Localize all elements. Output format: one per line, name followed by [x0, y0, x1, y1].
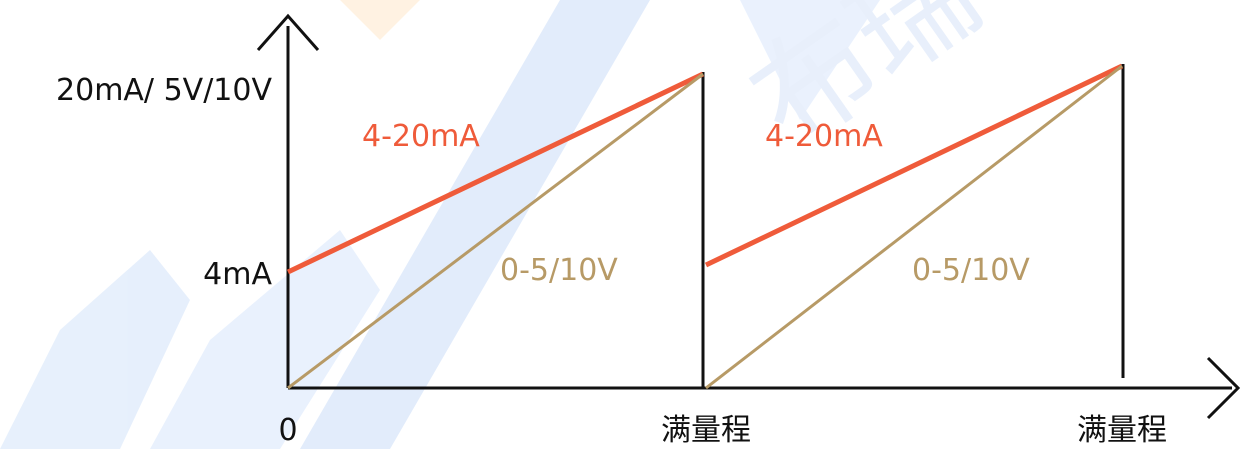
- voltage-label-panel-1: 0-5/10V: [500, 253, 618, 288]
- x-full-scale-label-2: 满量程: [1077, 413, 1167, 448]
- current-label-panel-2: 4-20mA: [765, 119, 883, 154]
- current-label-panel-1: 4-20mA: [362, 119, 480, 154]
- x-origin-label: 0: [278, 413, 297, 448]
- watermark-b-shape: [0, 250, 190, 449]
- x-axis-arrow-icon: [1206, 356, 1241, 420]
- y-axis-arrow-icon: [256, 13, 320, 51]
- voltage-line-panel-1: [287, 72, 704, 390]
- voltage-line-panel-2: [705, 64, 1123, 390]
- current-line-panel-2: [704, 63, 1124, 268]
- current-line-panel-1: [286, 71, 705, 275]
- watermark-slash-shape: [300, 0, 650, 449]
- watermark-r-shape: [150, 230, 380, 449]
- y-4ma-label: 4mA: [203, 257, 272, 292]
- watermark-mark-shape: [740, 0, 880, 120]
- x-full-scale-label-1: 满量程: [661, 413, 751, 448]
- y-max-label: 20mA/ 5V/10V: [56, 73, 272, 108]
- voltage-label-panel-2: 0-5/10V: [912, 253, 1030, 288]
- watermark-star-shape: [340, 0, 420, 40]
